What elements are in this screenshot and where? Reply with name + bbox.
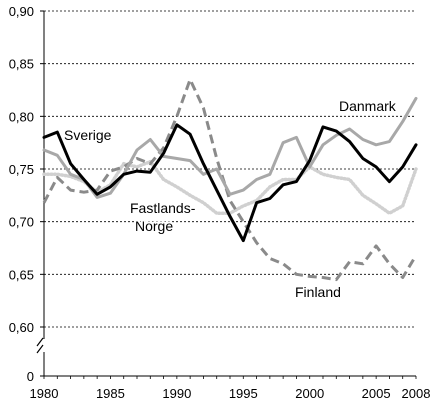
series-line-danmark <box>42 96 418 199</box>
x-tick-label: 1995 <box>229 386 258 401</box>
x-tick-label: 2008 <box>402 386 431 401</box>
y-tick-label: 0,85 <box>9 57 34 72</box>
x-tick-labels: 1980 1985 1990 1995 2000 2005 2008 <box>30 376 431 401</box>
y-tick-label: 0,65 <box>9 267 34 282</box>
x-tick-label: 1990 <box>162 386 191 401</box>
y-tick-label: 0,90 <box>9 4 34 19</box>
label-finland: Finland <box>295 284 341 300</box>
label-sverige: Sverige <box>64 127 112 143</box>
y-tick-labels: 0 0,60 0,65 0,70 0,75 0,80 0,85 0,90 <box>9 4 44 384</box>
axis-break-stroke <box>36 337 44 347</box>
x-tick-label: 2000 <box>295 386 324 401</box>
y-tick-label: 0,80 <box>9 109 34 124</box>
y-tick-label: 0,70 <box>9 215 34 230</box>
y-axis-break-marker <box>36 337 44 354</box>
y-tick-label: 0,75 <box>9 162 34 177</box>
grid-lines <box>44 10 416 328</box>
label-fastlands-norge-line2: Norge <box>135 218 173 234</box>
series-line-finland <box>42 78 418 282</box>
label-danmark: Danmark <box>339 98 397 114</box>
series-line-sverige <box>42 123 418 243</box>
x-tick-label: 1985 <box>96 386 125 401</box>
axis-break-stroke <box>36 344 44 354</box>
y-tick-label: 0 <box>27 369 34 384</box>
series-lines <box>42 78 418 282</box>
x-tick-label: 2005 <box>362 386 391 401</box>
y-tick-label: 0,60 <box>9 320 34 335</box>
x-tick-label: 1980 <box>30 386 59 401</box>
label-fastlands-norge-line1: Fastlands- <box>130 200 196 216</box>
